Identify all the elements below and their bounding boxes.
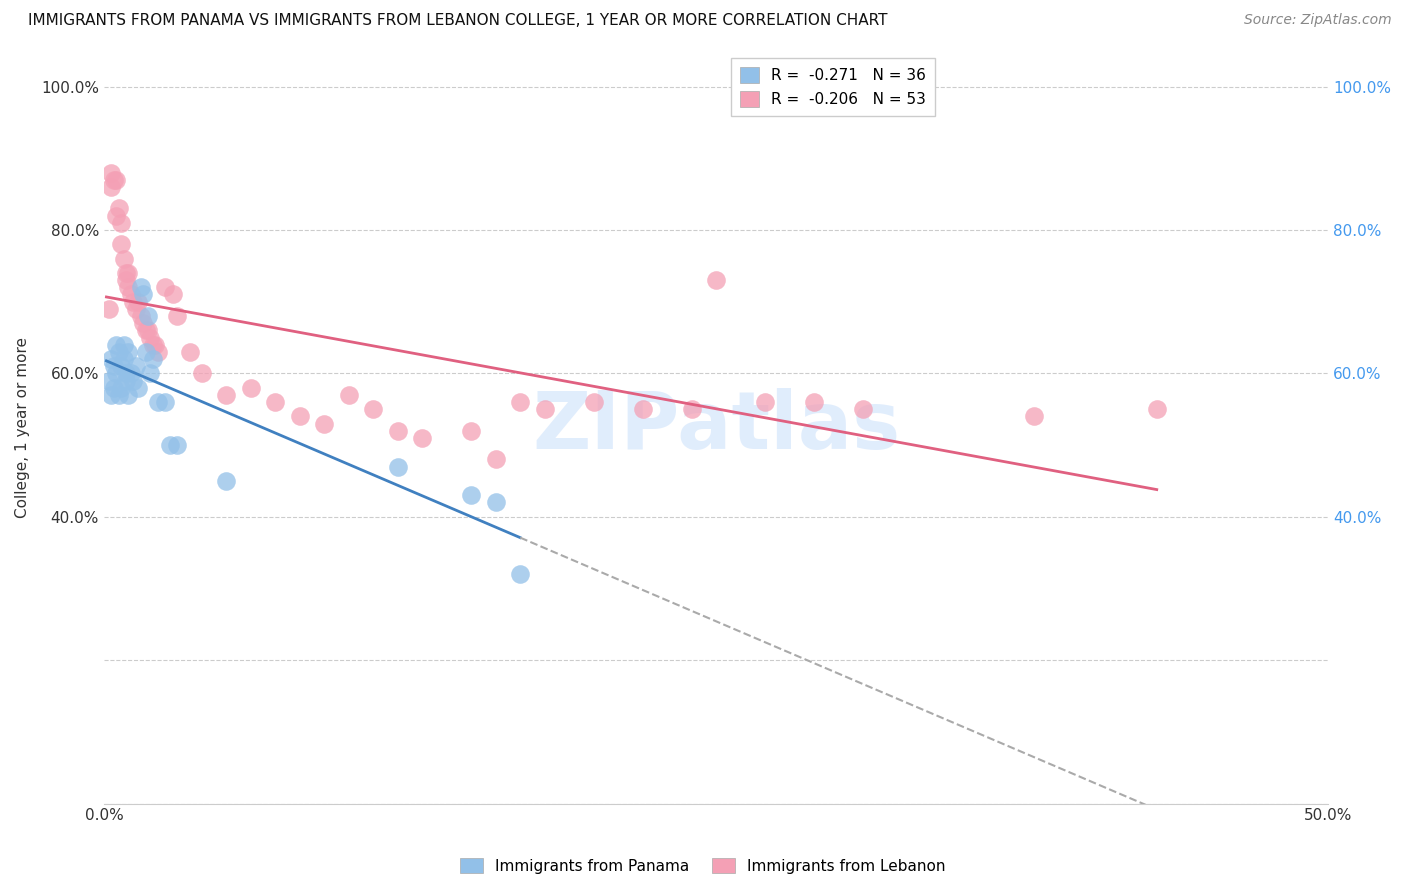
Point: [387, 424, 409, 438]
Point: [509, 567, 531, 582]
Point: [136, 309, 159, 323]
Y-axis label: College, 1 year or more: College, 1 year or more: [15, 336, 30, 517]
Point: [97, 301, 120, 316]
Point: [803, 395, 825, 409]
Point: [110, 216, 132, 230]
Point: [153, 395, 176, 409]
Point: [146, 395, 169, 409]
Point: [122, 374, 145, 388]
Point: [132, 287, 155, 301]
Point: [314, 417, 336, 431]
Point: [112, 252, 135, 266]
Point: [110, 381, 132, 395]
Point: [117, 344, 139, 359]
Point: [485, 452, 508, 467]
Point: [215, 388, 238, 402]
Point: [852, 402, 875, 417]
Point: [139, 367, 162, 381]
Text: Source: ZipAtlas.com: Source: ZipAtlas.com: [1244, 13, 1392, 28]
Point: [125, 359, 148, 374]
Point: [97, 374, 120, 388]
Point: [115, 374, 138, 388]
Point: [100, 165, 122, 179]
Point: [117, 280, 139, 294]
Point: [146, 344, 169, 359]
Point: [100, 351, 122, 366]
Point: [132, 316, 155, 330]
Point: [153, 280, 176, 294]
Point: [191, 367, 214, 381]
Point: [127, 294, 149, 309]
Point: [129, 309, 152, 323]
Point: [631, 402, 654, 417]
Point: [136, 323, 159, 337]
Point: [110, 359, 132, 374]
Point: [103, 173, 125, 187]
Point: [100, 388, 122, 402]
Point: [582, 395, 605, 409]
Point: [145, 337, 167, 351]
Point: [288, 409, 311, 424]
Point: [1024, 409, 1046, 424]
Point: [122, 294, 145, 309]
Point: [117, 388, 139, 402]
Point: [264, 395, 287, 409]
Point: [460, 424, 482, 438]
Point: [115, 266, 138, 280]
Point: [127, 381, 149, 395]
Point: [115, 367, 138, 381]
Point: [135, 344, 157, 359]
Point: [215, 474, 238, 488]
Point: [100, 180, 122, 194]
Point: [681, 402, 703, 417]
Point: [159, 438, 181, 452]
Point: [166, 309, 188, 323]
Point: [112, 351, 135, 366]
Point: [361, 402, 384, 417]
Point: [117, 266, 139, 280]
Point: [239, 381, 262, 395]
Point: [179, 344, 201, 359]
Point: [704, 273, 727, 287]
Point: [1146, 402, 1168, 417]
Legend: Immigrants from Panama, Immigrants from Lebanon: Immigrants from Panama, Immigrants from …: [454, 852, 952, 880]
Point: [105, 173, 128, 187]
Point: [120, 367, 142, 381]
Point: [120, 287, 142, 301]
Point: [533, 402, 555, 417]
Point: [135, 323, 157, 337]
Point: [110, 237, 132, 252]
Text: IMMIGRANTS FROM PANAMA VS IMMIGRANTS FROM LEBANON COLLEGE, 1 YEAR OR MORE CORREL: IMMIGRANTS FROM PANAMA VS IMMIGRANTS FRO…: [28, 13, 887, 29]
Point: [103, 359, 125, 374]
Point: [162, 287, 184, 301]
Point: [139, 330, 162, 344]
Point: [387, 459, 409, 474]
Point: [411, 431, 433, 445]
Point: [112, 337, 135, 351]
Point: [105, 337, 128, 351]
Legend: R =  -0.271   N = 36, R =  -0.206   N = 53: R = -0.271 N = 36, R = -0.206 N = 53: [731, 58, 935, 116]
Point: [485, 495, 508, 509]
Point: [460, 488, 482, 502]
Point: [105, 209, 128, 223]
Point: [166, 438, 188, 452]
Point: [107, 344, 129, 359]
Point: [107, 388, 129, 402]
Point: [754, 395, 776, 409]
Point: [337, 388, 360, 402]
Point: [115, 273, 138, 287]
Point: [125, 301, 148, 316]
Point: [142, 351, 165, 366]
Point: [105, 367, 128, 381]
Point: [129, 280, 152, 294]
Point: [107, 202, 129, 216]
Point: [103, 381, 125, 395]
Point: [142, 337, 165, 351]
Text: ZIPatlas: ZIPatlas: [531, 388, 900, 467]
Point: [509, 395, 531, 409]
